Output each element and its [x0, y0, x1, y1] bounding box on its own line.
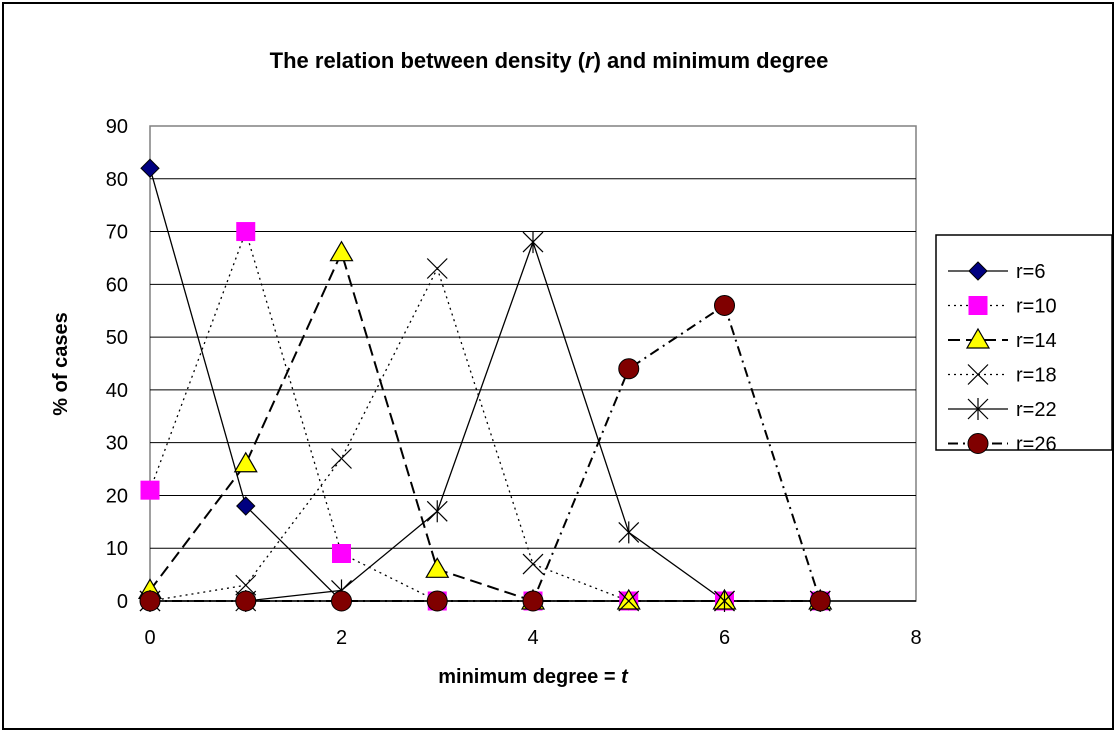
y-tick-label: 70: [106, 222, 128, 244]
legend-label: r=10: [1016, 296, 1057, 318]
x-axis-label-symbol: t: [621, 666, 629, 688]
data-point-star-marker: [426, 500, 448, 523]
legend-diamond-marker: [968, 261, 988, 281]
x-tick-label: 4: [527, 627, 538, 649]
data-point-circle-marker: [714, 294, 735, 316]
data-point-x-marker: [618, 590, 640, 612]
data-point-star-marker: [522, 231, 544, 254]
legend-x-marker: [967, 364, 989, 385]
data-point-circle-marker: [426, 590, 448, 612]
y-tick-label: 20: [106, 485, 128, 507]
series-line: [149, 266, 821, 602]
chart-title-prefix: The relation between density (: [270, 48, 586, 73]
series-line: [149, 229, 821, 602]
data-point-triangle-marker: [616, 588, 641, 610]
data-point-x-marker: [331, 448, 352, 469]
y-tick-label: 50: [106, 327, 128, 349]
data-point-circle-marker: [235, 590, 257, 612]
data-point-x-marker: [426, 258, 448, 279]
x-marker-stroke: [618, 590, 640, 612]
legend-item: r=6: [948, 261, 1045, 283]
x-axis-label: minimum degree = t: [438, 666, 629, 688]
data-point-square-marker: [332, 544, 351, 563]
legend-label: r=26: [1016, 434, 1057, 456]
data-point-triangle-marker: [425, 557, 450, 578]
series-markers-r-26: [139, 294, 831, 612]
series-r-22: [150, 240, 821, 602]
data-point-diamond-marker: [236, 496, 256, 516]
x-marker-stroke: [967, 364, 989, 385]
legend-label: r=22: [1016, 399, 1057, 421]
legend-label: r=6: [1016, 261, 1045, 283]
y-tick-label: 30: [106, 433, 128, 455]
x-tick-label: 2: [336, 627, 347, 649]
x-tick-label: 6: [719, 627, 730, 649]
data-point-circle-marker: [809, 590, 831, 612]
data-series: [137, 158, 833, 612]
x-marker-stroke: [235, 574, 257, 596]
data-point-triangle-marker: [233, 451, 258, 473]
series-line: [150, 240, 821, 602]
legend-item: r=18: [948, 364, 1057, 387]
legend-circle-marker: [967, 433, 989, 454]
x-marker-stroke: [522, 553, 544, 575]
data-point-square-marker: [236, 222, 256, 242]
data-point-triangle-marker: [329, 240, 354, 262]
series-r-26: [150, 303, 822, 602]
series-r-10: [149, 229, 821, 602]
legend-label: r=18: [1016, 365, 1057, 387]
data-point-circle-marker: [618, 358, 640, 380]
data-point-circle-marker: [522, 590, 544, 612]
chart-title-symbol: r: [585, 48, 595, 73]
data-point-circle-marker: [331, 590, 352, 612]
data-point-x-marker: [235, 574, 257, 596]
x-tick-label: 8: [910, 627, 921, 649]
tick-labels: 0 10 20 30 40 50 60 70 80 90 0 2 4 6 8: [106, 116, 922, 649]
plot-area: [149, 125, 917, 602]
legend-label: r=14: [1016, 330, 1057, 352]
y-tick-label: 90: [106, 116, 128, 138]
data-point-circle-marker: [139, 590, 161, 612]
legend-item: r=14: [948, 327, 1057, 352]
x-tick-label: 0: [144, 627, 155, 649]
legend-triangle-marker: [965, 327, 991, 349]
series-line: [150, 303, 822, 602]
line-chart: The relation between density (r) and min…: [50, 48, 1112, 688]
data-point-star-marker: [714, 590, 735, 612]
y-tick-label: 60: [106, 274, 128, 296]
y-tick-label: 0: [117, 591, 128, 613]
series-r-18: [149, 266, 821, 602]
legend-square-marker: [968, 296, 988, 315]
data-point-square-marker: [140, 480, 160, 500]
legend-star-marker: [967, 398, 989, 420]
chart-title-suffix: ) and minimum degree: [594, 48, 829, 73]
legend-item: r=26: [948, 433, 1057, 456]
y-tick-label: 40: [106, 380, 128, 402]
y-axis-label: % of cases: [50, 312, 72, 415]
x-marker-stroke: [426, 258, 448, 279]
legend: r=6 r=10 r=14 r=18 r=22 r=26: [948, 261, 1057, 456]
chart-title: The relation between density (r) and min…: [270, 48, 829, 73]
y-tick-label: 10: [106, 538, 128, 560]
x-marker-stroke: [331, 448, 352, 469]
y-tick-label: 80: [106, 169, 128, 191]
legend-item: r=10: [948, 296, 1057, 318]
data-point-diamond-marker: [140, 158, 160, 178]
x-axis-label-prefix: minimum degree =: [438, 666, 621, 688]
data-point-x-marker: [522, 553, 544, 575]
data-point-star-marker: [618, 521, 640, 544]
legend-item: r=22: [948, 398, 1057, 421]
